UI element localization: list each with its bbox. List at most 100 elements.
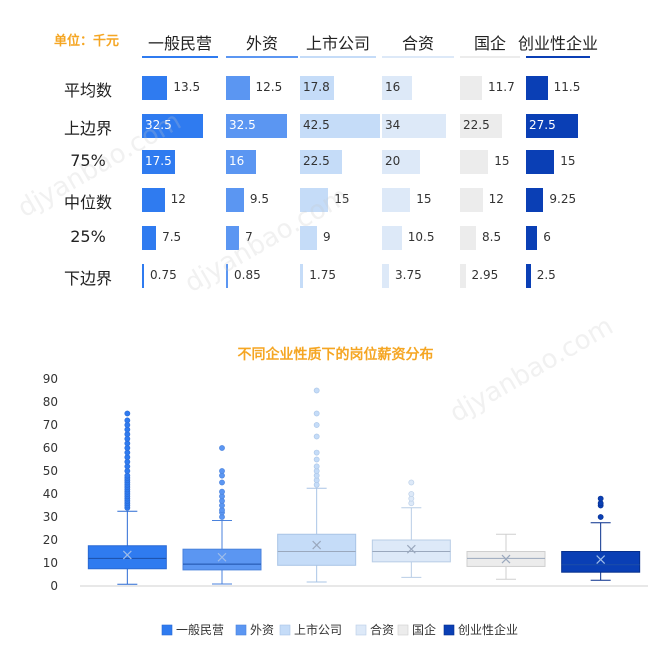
cell-bar: [526, 114, 578, 138]
row-label: 平均数: [63, 81, 112, 100]
outlier-point: [313, 433, 320, 440]
column-underline: [460, 56, 520, 58]
cell-bar: [300, 188, 329, 212]
legend-swatch: [235, 624, 247, 636]
outlier-point: [124, 410, 131, 417]
cell-bar: [226, 188, 244, 212]
cell-bar: [460, 114, 503, 138]
unit-label: 单位：千元: [54, 34, 120, 49]
cell-bar: [226, 226, 240, 250]
column-header: 创业性企业: [518, 34, 599, 53]
cell-value: 1.75: [309, 268, 336, 282]
legend-swatch: [279, 624, 291, 636]
cell-bar: [526, 76, 548, 100]
cell-value: 9.25: [549, 192, 577, 206]
outlier-point: [313, 422, 320, 428]
cell-value: 8.5: [482, 230, 502, 244]
outlier-point: [219, 468, 225, 474]
row-label: 75%: [70, 151, 106, 170]
cell-bar: [300, 264, 304, 288]
cell-bar: [226, 114, 288, 138]
cell-bar: [226, 264, 228, 288]
mean-marker: [312, 540, 322, 550]
outlier-point: [219, 488, 225, 495]
cell-value: 15: [560, 154, 576, 168]
y-tick-label: 80: [43, 395, 58, 409]
box-iqr: [87, 545, 167, 570]
cell-value: 9.5: [249, 192, 269, 206]
cell-value: 32.5: [145, 118, 172, 132]
row-label: 25%: [70, 227, 106, 246]
cell-bar: [526, 264, 531, 288]
outlier-point: [408, 479, 415, 486]
cell-value: 27.5: [529, 118, 556, 132]
legend-label: 一般民营: [176, 622, 224, 637]
column-header: 上市公司: [305, 34, 370, 53]
cell-bar: [142, 264, 144, 288]
cell-bar: [382, 226, 402, 250]
y-tick-label: 70: [43, 418, 58, 432]
outlier-point: [219, 445, 225, 451]
cell-bar: [382, 150, 420, 174]
cell-bar: [300, 226, 317, 250]
box-iqr: [561, 551, 641, 573]
cell-bar: [460, 76, 483, 100]
cell-value: 15: [416, 192, 432, 206]
outlier-point: [597, 495, 604, 502]
cell-bar: [526, 188, 544, 212]
y-tick-label: 40: [43, 487, 58, 501]
cell-bar: [300, 76, 334, 100]
cell-value: 6: [543, 230, 551, 244]
cell-value: 22.5: [463, 118, 490, 132]
cell-value: 17.5: [145, 154, 172, 168]
column-header: 国企: [473, 34, 506, 53]
cell-bar: [142, 188, 165, 212]
column-underline: [382, 56, 454, 58]
column-underline: [300, 56, 376, 58]
legend-swatch: [161, 624, 173, 636]
cell-value: 12.5: [255, 80, 283, 94]
legend-label: 上市公司: [294, 622, 342, 637]
outlier-point: [313, 387, 320, 394]
box-iqr: [371, 539, 451, 563]
boxplot-chart: 0 10 20 30 40 50 60 70 80 90 一般民营 外资 上市公司 合资 国企 创业性企业: [43, 372, 648, 637]
outlier-point: [313, 449, 320, 456]
box-iqr: [277, 533, 357, 566]
cell-value: 0.75: [150, 268, 177, 282]
y-tick-label: 60: [43, 441, 58, 455]
cell-bar: [382, 76, 413, 100]
cell-bar: [382, 188, 411, 212]
cell-value: 10.5: [407, 230, 435, 244]
cell-value: 12: [170, 192, 186, 206]
cell-value: 7: [245, 230, 253, 244]
mean-marker: [122, 550, 132, 560]
cell-value: 32.5: [229, 118, 256, 132]
legend-label: 创业性企业: [458, 622, 518, 637]
outlier-point: [313, 410, 320, 417]
y-tick-label: 0: [50, 579, 58, 593]
column-underline: [226, 56, 298, 58]
legend-swatch: [355, 624, 367, 636]
cell-bar: [460, 150, 489, 174]
cell-bar: [142, 114, 204, 138]
outlier-point: [408, 491, 415, 497]
legend-label: 外资: [250, 623, 274, 637]
column-header: 外资: [245, 34, 278, 53]
mean-marker: [596, 555, 606, 564]
cell-value: 11.7: [488, 80, 515, 94]
y-tick-label: 20: [43, 533, 58, 547]
y-tick-label: 90: [43, 372, 58, 386]
y-tick-label: 50: [43, 464, 58, 478]
cell-value: 17.8: [303, 80, 330, 94]
outlier-point: [313, 456, 320, 463]
cell-value: 15: [494, 154, 510, 168]
mean-marker: [501, 554, 511, 564]
cell-bar: [526, 226, 538, 250]
mean-marker: [406, 544, 416, 554]
cell-bar: [226, 76, 250, 100]
outlier-point: [219, 479, 225, 486]
outlier-point: [597, 514, 604, 520]
cell-value: 3.75: [395, 268, 422, 282]
chart-title: 不同企业性质下的岗位薪资分布: [237, 347, 434, 363]
cell-bar: [382, 114, 446, 138]
